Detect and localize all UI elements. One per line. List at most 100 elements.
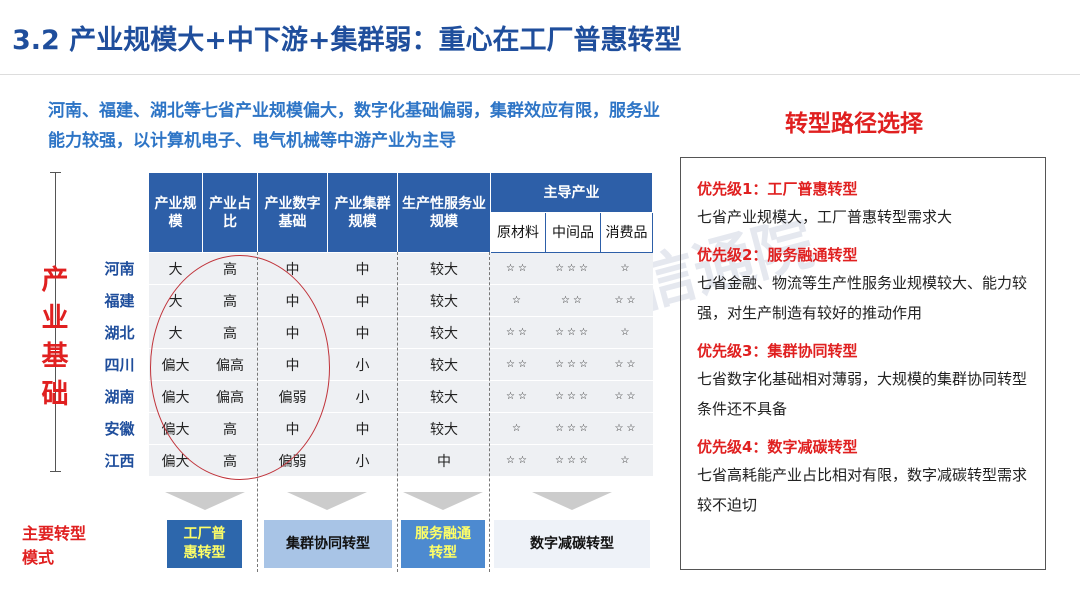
sub-header: 消费品 (600, 212, 653, 253)
priority-text: 七省金融、物流等生产性服务业规模较大、能力较强，对生产制造有较好的推动作用 (697, 274, 1028, 322)
mode-factory: 工厂普惠转型 (167, 520, 242, 568)
header-cell: 产业规模 (148, 172, 203, 253)
table-cell: 高 (202, 284, 258, 317)
table-row: 湖南 偏大 偏高 偏弱小较大 ☆☆ ☆☆☆ ☆☆ (90, 380, 653, 413)
table-cell: 偏大 (148, 380, 203, 413)
page-title: 3.2 产业规模大+中下游+集群弱：重心在工厂普惠转型 (12, 25, 682, 56)
intro-text: 河南、福建、湖北等七省产业规模偏大，数字化基础偏弱，集群效应有限，服务业能力较强… (48, 101, 660, 151)
table-cell: 高 (202, 444, 258, 477)
star-rating: ☆ (600, 252, 653, 285)
table-cell: 大 (148, 284, 203, 317)
mode-label: 数字减碳转型 (530, 535, 614, 552)
star-rating: ☆ (490, 284, 546, 317)
mode-label: 服务融通转型 (415, 526, 471, 561)
priority-text: 七省高耗能产业占比相对有限，数字减碳转型需求较不迫切 (697, 466, 1028, 514)
star-rating: ☆☆ (600, 412, 653, 445)
dashed-divider (397, 252, 398, 572)
star-rating: ☆☆ (600, 284, 653, 317)
star-rating: ☆☆☆ (545, 252, 601, 285)
header-cell: 产业数字基础 (257, 172, 328, 253)
dashed-divider (257, 252, 258, 572)
header-cell: 生产性服务业规模 (397, 172, 491, 253)
divider (0, 74, 1080, 75)
star-rating: ☆☆☆ (545, 380, 601, 413)
table-cell: 大 (148, 252, 203, 285)
star-rating: ☆☆☆ (545, 316, 601, 349)
table-cell: 中 (327, 412, 398, 445)
table-cell: 高 (202, 316, 258, 349)
province-name: 安徽 (90, 412, 149, 445)
down-arrow-icon (532, 492, 612, 510)
table-cell: 较大 (397, 380, 491, 413)
priority-heading: 优先级2：服务融通转型 (697, 246, 858, 264)
table-cell: 较大 (397, 316, 491, 349)
star-rating: ☆ (490, 412, 546, 445)
table-cell: 偏高 (202, 348, 258, 381)
mode-carbon: 数字减碳转型 (494, 520, 650, 568)
header-cell: 主导产业 (490, 172, 653, 213)
table-cell: 中 (327, 316, 398, 349)
table-cell: 中 (257, 348, 328, 381)
table-cell: 中 (257, 252, 328, 285)
star-rating: ☆ (600, 444, 653, 477)
star-rating: ☆☆ (490, 380, 546, 413)
province-name: 江西 (90, 444, 149, 477)
star-rating: ☆☆ (490, 444, 546, 477)
sub-header: 中间品 (545, 212, 601, 253)
table-row: 福建大高中中较大 ☆ ☆☆ ☆☆ (90, 284, 653, 317)
table-cell: 较大 (397, 252, 491, 285)
star-rating: ☆☆ (600, 380, 653, 413)
table-cell: 小 (327, 444, 398, 477)
province-name: 四川 (90, 348, 149, 381)
star-rating: ☆☆☆ (545, 348, 601, 381)
table-row: 四川 偏大 偏高中小较大 ☆☆ ☆☆☆ ☆☆ (90, 348, 653, 381)
table-row: 江西 偏大高偏弱小中 ☆☆ ☆☆☆ ☆ (90, 444, 653, 477)
table-cell: 偏弱 (257, 444, 328, 477)
star-rating: ☆☆ (600, 348, 653, 381)
province-name: 湖南 (90, 380, 149, 413)
blank-header (90, 172, 149, 253)
province-name: 福建 (90, 284, 149, 317)
down-arrow-icon (287, 492, 367, 510)
table-cell: 偏大 (148, 444, 203, 477)
table-cell: 偏弱 (257, 380, 328, 413)
table-cell: 偏大 (148, 348, 203, 381)
modes-label: 主要转型模式 (22, 524, 87, 567)
priority-heading: 优先级4：数字减碳转型 (697, 438, 858, 456)
priority-text: 七省数字化基础相对薄弱，大规模的集群协同转型条件还不具备 (697, 370, 1028, 418)
table-row: 河南大高中中较大 ☆☆ ☆☆☆ ☆ (90, 252, 653, 285)
table-cell: 中 (327, 284, 398, 317)
priority-panel: 优先级1：工厂普惠转型 七省产业规模大，工厂普惠转型需求大 优先级2：服务融通转… (680, 157, 1046, 570)
star-rating: ☆☆ (545, 284, 601, 317)
province-name: 湖北 (90, 316, 149, 349)
table-cell: 较大 (397, 348, 491, 381)
table-cell: 中 (327, 252, 398, 285)
province-table: 产业规模 产业占比 产业数字基础 产业集群规模 生产性服务业规模 主导产业 原材… (90, 172, 653, 477)
down-arrow-icon (165, 492, 245, 510)
header-cell: 产业占比 (202, 172, 258, 253)
priority-heading: 优先级1：工厂普惠转型 (697, 180, 858, 198)
table-row: 湖北大高中中较大 ☆☆ ☆☆☆ ☆ (90, 316, 653, 349)
table-cell: 偏高 (202, 380, 258, 413)
table-cell: 偏大 (148, 412, 203, 445)
star-rating: ☆☆ (490, 348, 546, 381)
mode-service: 服务融通转型 (401, 520, 485, 568)
table-cell: 小 (327, 380, 398, 413)
down-arrow-icon (403, 492, 483, 510)
header-cell: 产业集群规模 (327, 172, 398, 253)
star-rating: ☆☆☆ (545, 412, 601, 445)
table-cell: 较大 (397, 412, 491, 445)
mode-label: 工厂普惠转型 (183, 526, 226, 561)
table-cell: 高 (202, 252, 258, 285)
table-row: 安徽 偏大高中中较大 ☆ ☆☆☆ ☆☆ (90, 412, 653, 445)
star-rating: ☆☆ (490, 252, 546, 285)
table-cell: 中 (257, 412, 328, 445)
side-label: 产业基础 (41, 265, 69, 410)
table-cell: 高 (202, 412, 258, 445)
table-cell: 大 (148, 316, 203, 349)
star-rating: ☆☆☆ (545, 444, 601, 477)
right-title: 转型路径选择 (785, 111, 923, 137)
mode-cluster: 集群协同转型 (264, 520, 392, 568)
table-cell: 较大 (397, 284, 491, 317)
mode-label: 集群协同转型 (286, 535, 370, 552)
